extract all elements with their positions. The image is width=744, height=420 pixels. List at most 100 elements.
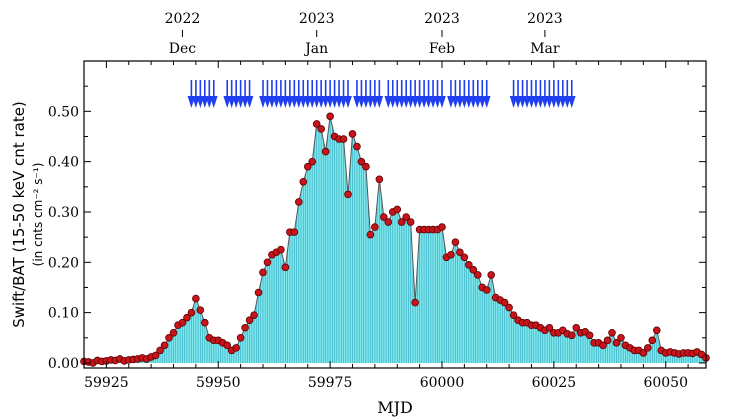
data-point [402, 213, 410, 221]
data-point [187, 308, 196, 317]
data-point [397, 218, 406, 226]
data-point [321, 147, 330, 156]
arrow-head [438, 96, 446, 108]
top-axis-year: 2023 [424, 11, 460, 27]
data-point [648, 336, 657, 345]
data-point [326, 112, 334, 121]
data-point [505, 303, 513, 312]
data-point [371, 223, 379, 231]
data-point [259, 268, 267, 277]
data-point [608, 328, 616, 337]
x-tick-label: 59925 [84, 375, 129, 391]
data-point [644, 344, 652, 352]
data-point [500, 298, 509, 307]
arrow-head [209, 96, 218, 108]
data-point [652, 326, 661, 335]
data-point [599, 341, 607, 350]
data-point [482, 286, 491, 294]
data-point [406, 218, 415, 226]
data-point [312, 120, 321, 128]
data-point [165, 334, 173, 342]
data-point [617, 334, 625, 342]
data-point [263, 258, 272, 267]
data-point [245, 316, 254, 324]
y-tick-label: 0.50 [48, 104, 79, 120]
data-point [169, 328, 178, 337]
top-axis-month: Jan [303, 41, 328, 57]
data-point [639, 349, 648, 357]
data-point [456, 248, 464, 257]
x-tick-label: 60000 [420, 375, 465, 391]
data-point [603, 336, 612, 345]
y-tick-label: 0.30 [48, 205, 79, 221]
data-point [281, 263, 290, 272]
data-point [460, 253, 469, 262]
data-point [151, 351, 160, 360]
y-axis-ticks: 0.00 0.10 0.20 0.30 0.40 0.50 [48, 85, 706, 372]
data-point [223, 341, 231, 350]
arrow-head [245, 96, 254, 108]
x-tick-label: 60025 [532, 375, 577, 391]
y-tick-label: 0.00 [48, 356, 79, 372]
y-axis-label: Swift/BAT (15-50 keV cnt rate) [10, 101, 28, 328]
data-point [308, 157, 317, 166]
data-point [290, 228, 299, 236]
y-tick-label: 0.10 [48, 306, 79, 322]
top-date-axis: 2022 Dec 2023 Jan 2023 Feb 2023 Mar [165, 11, 563, 57]
data-point [612, 339, 621, 347]
x-tick-label: 60050 [643, 375, 688, 391]
data-point [353, 142, 361, 151]
data-point [160, 341, 169, 350]
plot-frame [83, 60, 707, 369]
data-point [156, 346, 164, 355]
x-tick-label: 59975 [308, 375, 353, 391]
data-point [567, 331, 576, 340]
data-point [303, 162, 312, 171]
top-axis-month: Dec [169, 41, 197, 57]
data-point [250, 311, 258, 319]
data-point [509, 311, 518, 319]
data-point [473, 271, 482, 279]
y-tick-label: 0.20 [48, 255, 79, 271]
data-point [447, 250, 455, 259]
arrow-head [482, 96, 491, 108]
data-point [344, 190, 352, 199]
data-point [294, 198, 303, 206]
top-axis-month: Feb [429, 41, 455, 57]
data-point [357, 157, 366, 166]
data-point [183, 313, 191, 322]
upper-limit-arrows-layer [187, 80, 576, 108]
data-point [380, 213, 388, 221]
data-point [299, 177, 308, 186]
data-point [366, 230, 375, 239]
data-point [348, 130, 357, 138]
data-point [196, 306, 205, 314]
y-axis-units-label: (in cnts cm⁻² s⁻¹) [31, 163, 45, 267]
data-point [254, 288, 263, 297]
top-axis-month: Mar [530, 41, 560, 57]
data-point [572, 323, 581, 332]
data-point [236, 334, 245, 342]
data-points-layer [80, 112, 710, 367]
data-point [178, 318, 187, 327]
data-point [487, 271, 496, 279]
y-tick-label: 0.40 [48, 155, 79, 171]
x-axis-label: MJD [377, 398, 413, 417]
data-point [192, 294, 200, 303]
top-axis-year: 2023 [527, 11, 563, 27]
arrow-head [344, 96, 352, 108]
data-point [201, 318, 209, 327]
data-point [339, 135, 348, 143]
arrow-head [567, 96, 576, 108]
data-point [232, 344, 240, 352]
data-point [317, 125, 325, 133]
data-point [241, 323, 249, 332]
x-tick-label: 59950 [196, 375, 241, 391]
arrow-head [375, 96, 384, 108]
top-axis-year: 2023 [299, 11, 335, 27]
data-point [411, 298, 419, 307]
data-point [375, 175, 384, 184]
x-axis-ticks: 59925 59950 59975 60000 60025 60050 [83, 61, 689, 391]
